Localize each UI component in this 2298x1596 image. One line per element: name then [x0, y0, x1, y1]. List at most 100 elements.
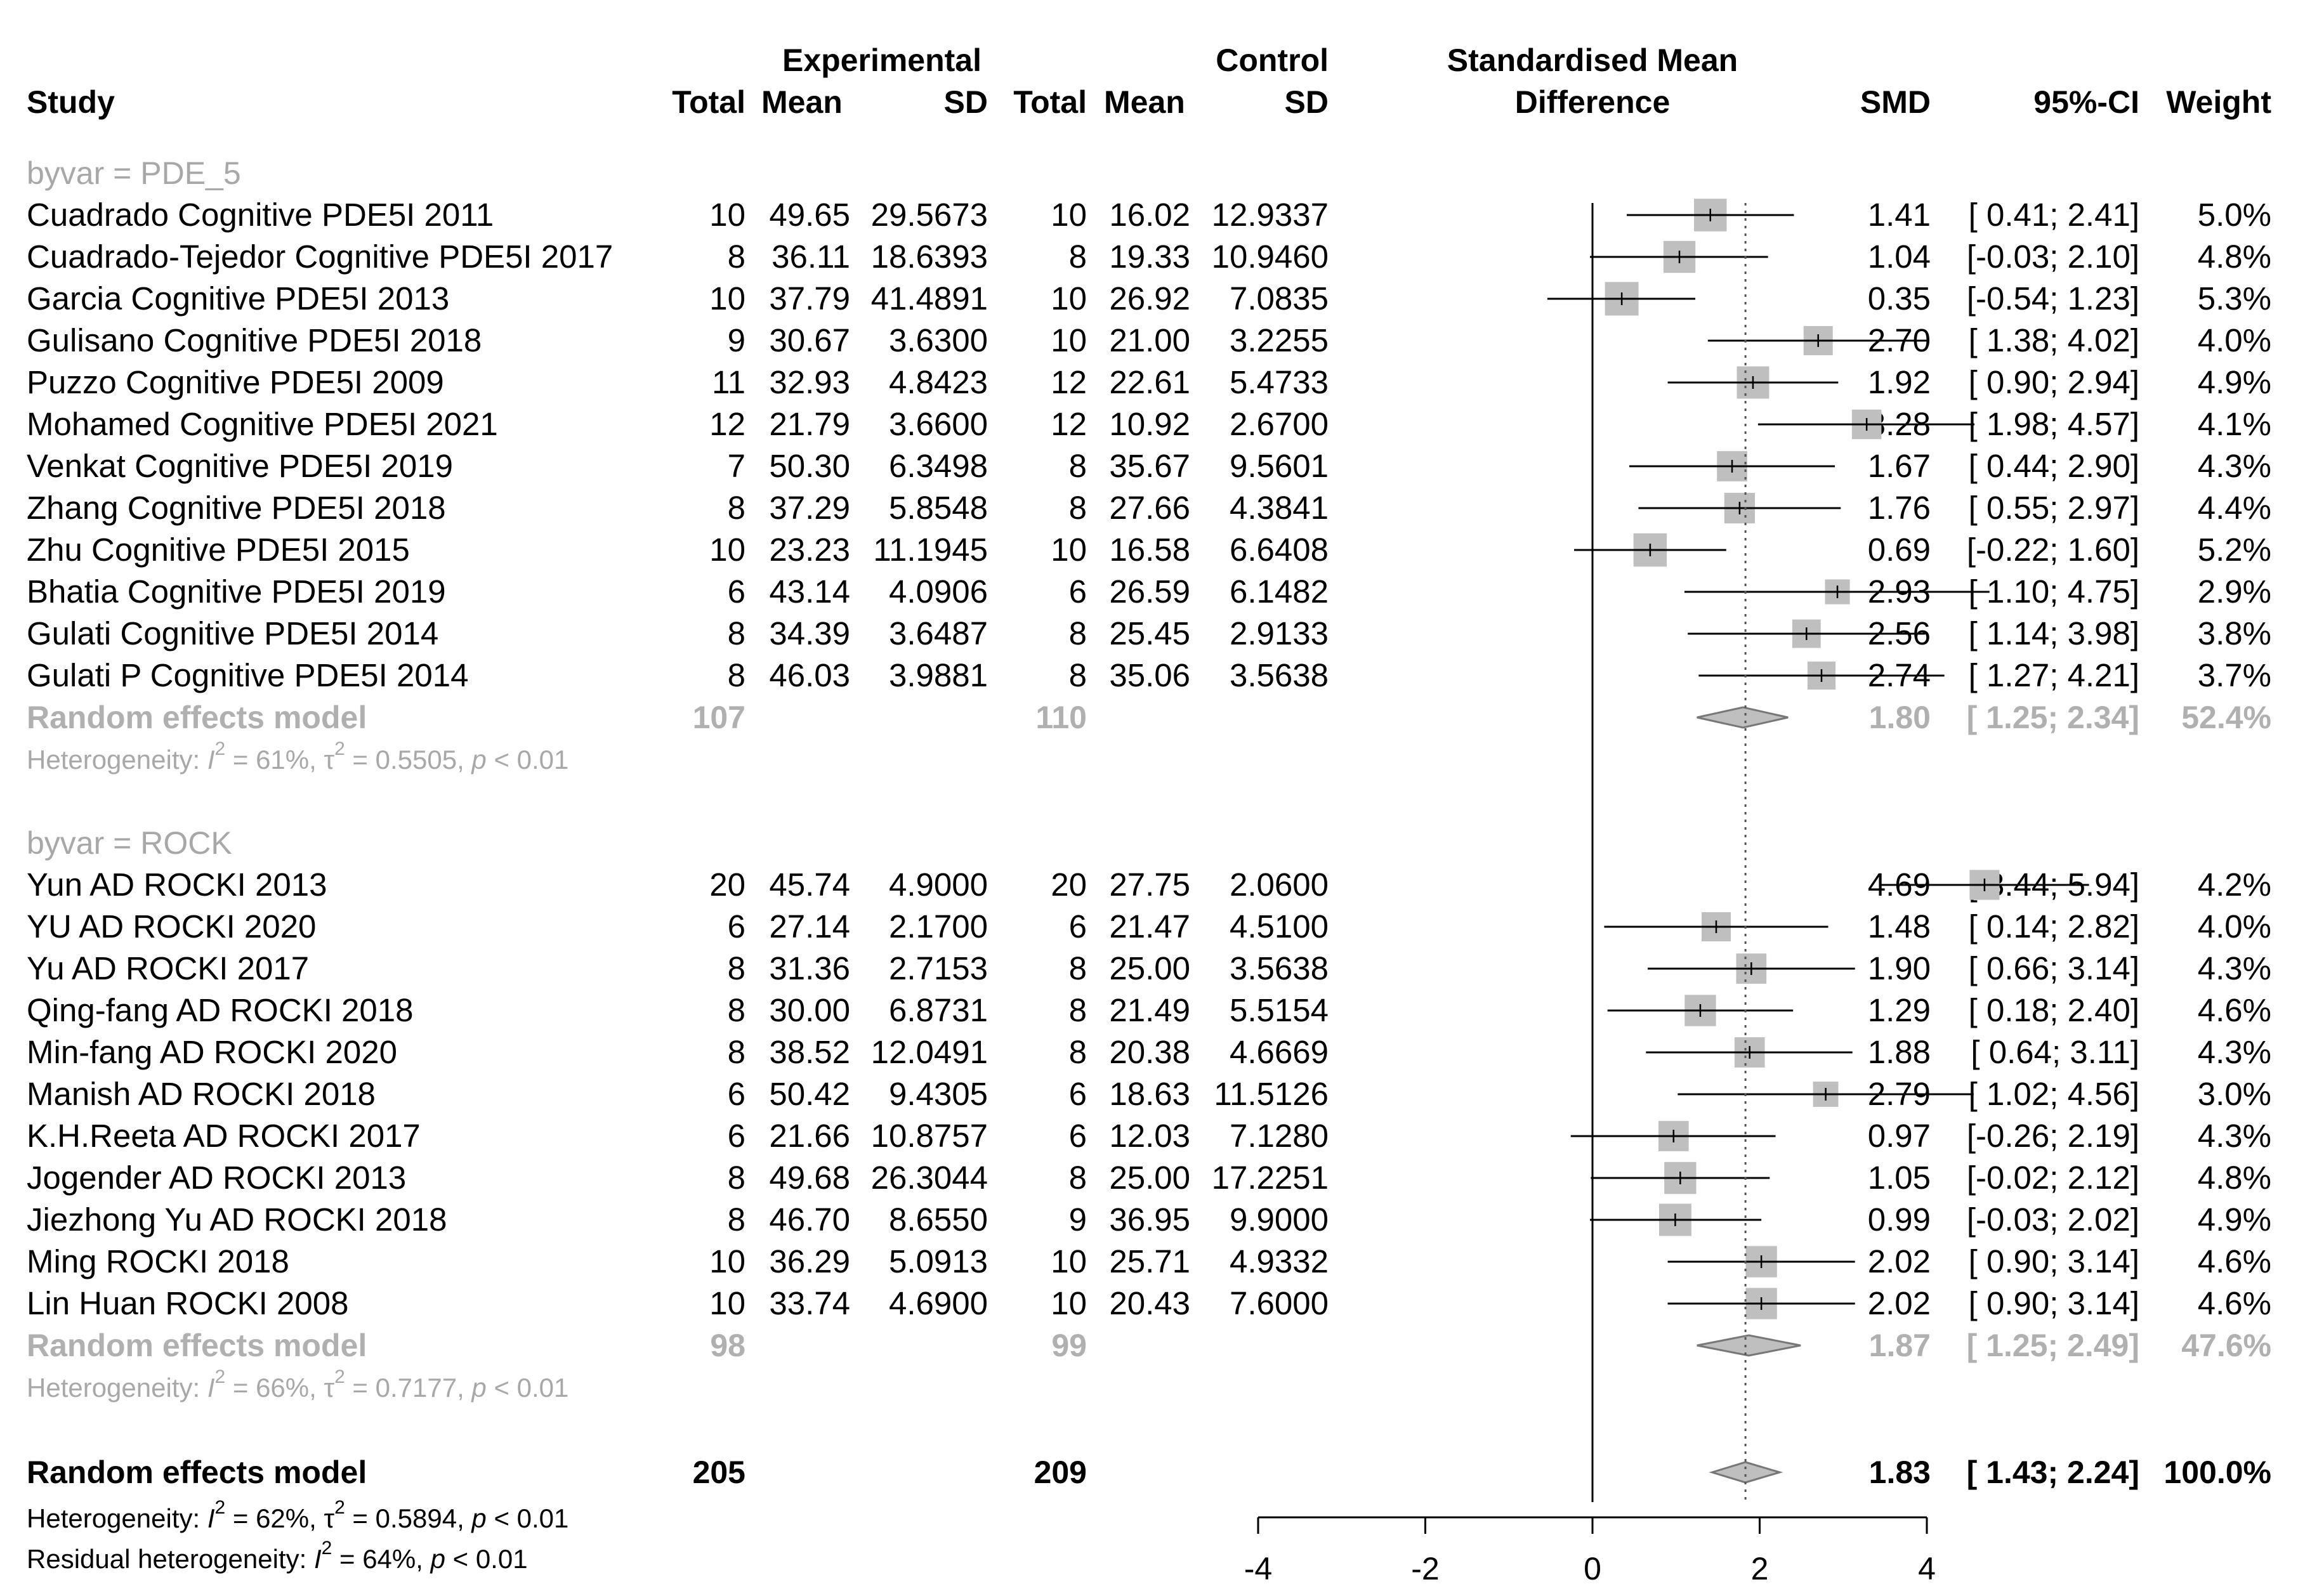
c-total: 8 [1069, 448, 1087, 484]
smd-value: 1.48 [1868, 908, 1931, 945]
e-total: 10 [709, 532, 745, 568]
study-name: Zhu Cognitive PDE5I 2015 [27, 532, 410, 568]
e-mean: 46.70 [769, 1201, 850, 1238]
c-total: 9 [1069, 1201, 1087, 1238]
c-total: 6 [1069, 908, 1087, 945]
ci-value: [ 1.02; 4.56] [1969, 1076, 2139, 1112]
e-sd: 3.6300 [889, 322, 988, 358]
x-tick-label: 0 [1584, 1551, 1601, 1586]
c-mean: 20.38 [1109, 1034, 1190, 1070]
e-sd: 3.6487 [889, 615, 988, 651]
study-name: Qing-fang AD ROCKI 2018 [27, 992, 414, 1028]
weight-value: 4.8% [2198, 239, 2271, 275]
study-name: Gulati Cognitive PDE5I 2014 [27, 615, 438, 651]
header-smd: SMD [1860, 84, 1931, 120]
weight-value: 5.2% [2198, 532, 2271, 568]
c-mean: 35.67 [1109, 448, 1190, 484]
e-mean: 33.74 [769, 1285, 850, 1321]
subgroup-e-total: 107 [693, 700, 745, 735]
c-total: 8 [1069, 1160, 1087, 1196]
c-sd: 4.9332 [1230, 1243, 1329, 1279]
c-total: 10 [1051, 532, 1087, 568]
e-sd: 5.0913 [889, 1243, 988, 1279]
subgroup-heterogeneity: Heterogeneity: I2 = 66%, τ2 = 0.7177, p … [27, 1366, 568, 1403]
c-mean: 12.03 [1109, 1118, 1190, 1154]
c-mean: 20.43 [1109, 1285, 1190, 1321]
study-name: Yun AD ROCKI 2013 [27, 867, 327, 903]
ci-value: [ 0.66; 3.14] [1969, 950, 2139, 986]
c-sd: 4.6669 [1230, 1034, 1329, 1070]
x-tick-label: -2 [1411, 1551, 1439, 1586]
x-tick-label: 4 [1918, 1551, 1936, 1586]
study-name: Venkat Cognitive PDE5I 2019 [27, 448, 453, 484]
c-sd: 6.1482 [1230, 573, 1329, 610]
study-name: Jiezhong Yu AD ROCKI 2018 [27, 1201, 447, 1238]
e-total: 6 [728, 1076, 745, 1112]
e-total: 12 [709, 406, 745, 442]
overall-weight: 100.0% [2163, 1455, 2271, 1490]
e-total: 8 [728, 1201, 745, 1238]
e-total: 8 [728, 950, 745, 986]
ci-value: [ 0.90; 3.14] [1969, 1285, 2139, 1321]
weight-value: 4.9% [2198, 1201, 2271, 1238]
study-name: Manish AD ROCKI 2018 [27, 1076, 376, 1112]
c-total: 10 [1051, 322, 1087, 358]
e-total: 8 [728, 1160, 745, 1196]
smd-value: 1.67 [1868, 448, 1931, 484]
c-sd: 5.5154 [1230, 992, 1329, 1028]
c-sd: 12.9337 [1212, 197, 1329, 233]
c-total: 10 [1051, 1243, 1087, 1279]
ci-value: [ 0.90; 3.14] [1969, 1243, 2139, 1279]
c-mean: 26.92 [1109, 280, 1190, 317]
e-mean: 49.68 [769, 1160, 850, 1196]
overall-heterogeneity: Heterogeneity: I2 = 62%, τ2 = 0.5894, p … [27, 1497, 568, 1533]
c-mean: 25.45 [1109, 615, 1190, 651]
ci-value: [-0.54; 1.23] [1967, 280, 2139, 317]
e-total: 9 [728, 322, 745, 358]
e-total: 6 [728, 908, 745, 945]
header-ci: 95%-CI [2033, 84, 2139, 120]
ci-value: [ 1.14; 3.98] [1969, 615, 2139, 651]
c-total: 8 [1069, 490, 1087, 526]
weight-value: 5.3% [2198, 280, 2271, 317]
ci-value: [ 1.27; 4.21] [1969, 657, 2139, 693]
ci-value: [ 1.38; 4.02] [1969, 322, 2139, 358]
header-effect-line2: Difference [1515, 84, 1671, 120]
e-mean: 34.39 [769, 615, 850, 651]
c-total: 8 [1069, 657, 1087, 693]
ci-value: [ 0.55; 2.97] [1969, 490, 2139, 526]
e-total: 10 [709, 280, 745, 317]
c-sd: 17.2251 [1212, 1160, 1329, 1196]
subgroup-ci: [ 1.25; 2.34] [1967, 700, 2139, 735]
e-sd: 4.8423 [889, 364, 988, 400]
e-sd: 3.9881 [889, 657, 988, 693]
subgroup-weight: 52.4% [2181, 700, 2271, 735]
e-mean: 30.67 [769, 322, 850, 358]
subgroup-c-total: 110 [1035, 700, 1087, 735]
study-name: Jogender AD ROCKI 2013 [27, 1160, 406, 1196]
c-sd: 6.6408 [1230, 532, 1329, 568]
e-sd: 3.6600 [889, 406, 988, 442]
header-e-sd: SD [944, 84, 988, 120]
e-mean: 27.14 [769, 908, 850, 945]
e-sd: 6.3498 [889, 448, 988, 484]
c-sd: 5.4733 [1230, 364, 1329, 400]
smd-value: 1.76 [1868, 490, 1931, 526]
c-mean: 21.00 [1109, 322, 1190, 358]
e-mean: 21.66 [769, 1118, 850, 1154]
ci-value: [-0.26; 2.19] [1967, 1118, 2139, 1154]
e-mean: 23.23 [769, 532, 850, 568]
ci-value: [ 1.98; 4.57] [1969, 406, 2139, 442]
ci-value: [-0.03; 2.10] [1967, 239, 2139, 275]
e-sd: 4.6900 [889, 1285, 988, 1321]
e-total: 8 [728, 657, 745, 693]
smd-value: 2.02 [1868, 1243, 1931, 1279]
c-total: 8 [1069, 992, 1087, 1028]
header-weight: Weight [2166, 84, 2271, 120]
smd-value: 0.69 [1868, 532, 1931, 568]
e-sd: 12.0491 [871, 1034, 988, 1070]
c-total: 20 [1051, 867, 1087, 903]
weight-value: 5.0% [2198, 197, 2271, 233]
subgroup-e-total: 98 [710, 1328, 745, 1363]
